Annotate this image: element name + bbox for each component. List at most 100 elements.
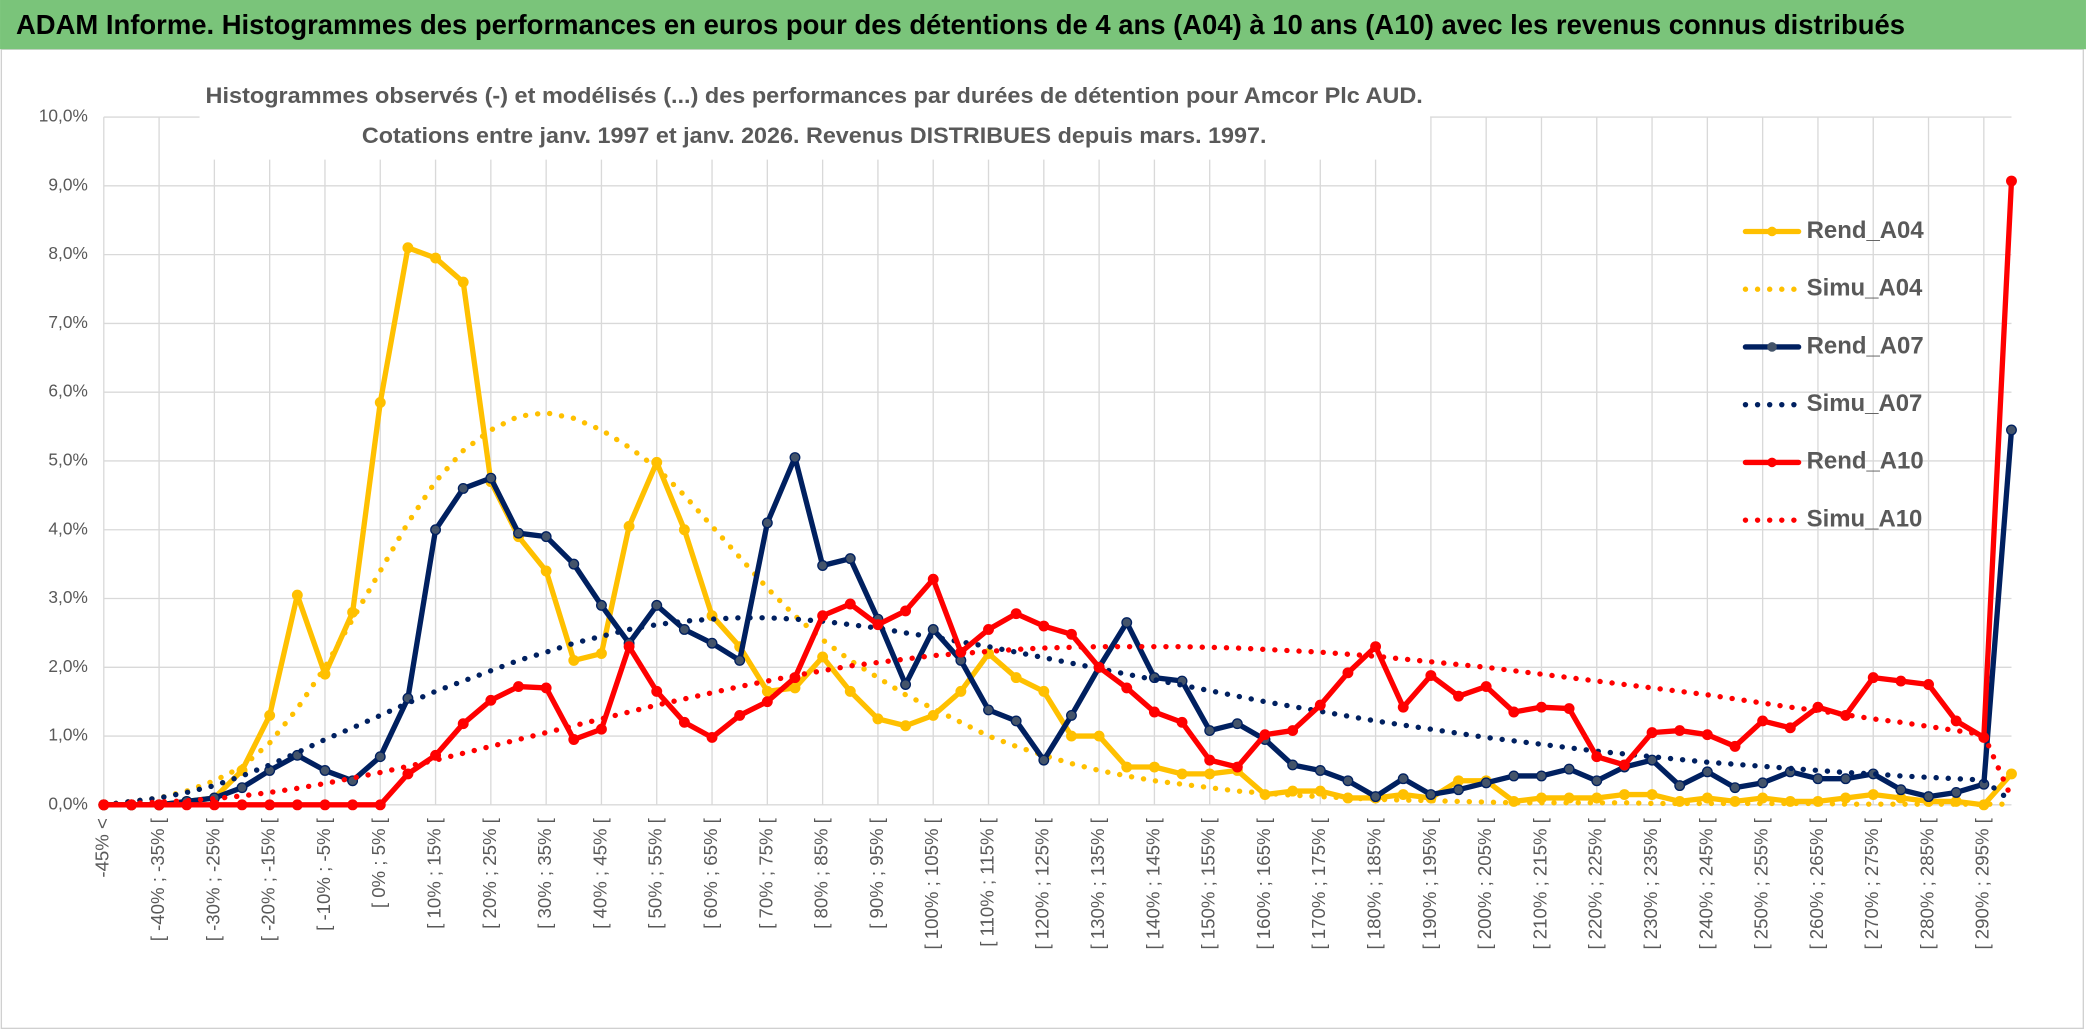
data-point bbox=[1701, 729, 1713, 741]
data-point bbox=[844, 685, 856, 697]
y-tick-label: 9,0% bbox=[48, 174, 87, 194]
data-point bbox=[927, 624, 939, 635]
data-point bbox=[1674, 780, 1686, 792]
data-point bbox=[485, 694, 497, 706]
data-point bbox=[1591, 792, 1603, 804]
data-point bbox=[900, 720, 912, 732]
data-point bbox=[1010, 715, 1022, 727]
data-point bbox=[872, 713, 884, 725]
data-point bbox=[1784, 722, 1796, 734]
data-point bbox=[1840, 773, 1852, 785]
data-point bbox=[2006, 424, 2017, 436]
data-point bbox=[1563, 763, 1575, 775]
data-point bbox=[1563, 703, 1575, 715]
legend-label: Rend_A07 bbox=[1807, 332, 1924, 359]
data-point bbox=[1287, 725, 1299, 737]
series-line bbox=[101, 245, 2015, 808]
x-tick-label: [ 240% ; 245% [ bbox=[1695, 817, 1716, 949]
data-point bbox=[1536, 701, 1547, 713]
data-point bbox=[1840, 709, 1852, 721]
y-tick-label: 5,0% bbox=[48, 450, 87, 470]
x-tick-label: [ 0% ; 5% [ bbox=[368, 817, 389, 908]
y-tick-label: 2,0% bbox=[48, 656, 87, 676]
data-point bbox=[1314, 785, 1326, 797]
data-point bbox=[1231, 718, 1243, 730]
data-point bbox=[623, 520, 635, 532]
data-point bbox=[1812, 773, 1824, 785]
x-tick-label: [ 100% ; 105% [ bbox=[921, 817, 942, 949]
legend-marker bbox=[1767, 226, 1777, 237]
data-point bbox=[789, 682, 801, 694]
data-point bbox=[1508, 706, 1520, 718]
data-point bbox=[374, 751, 386, 763]
data-point bbox=[568, 654, 580, 666]
data-point bbox=[513, 527, 524, 539]
data-point bbox=[457, 276, 469, 288]
legend-marker bbox=[1767, 342, 1777, 352]
data-point bbox=[1204, 725, 1216, 737]
x-tick-label: [ 180% ; 185% [ bbox=[1364, 817, 1385, 949]
x-tick-label: [ 70% ; 75% [ bbox=[755, 817, 776, 929]
data-point bbox=[1729, 740, 1741, 752]
data-point bbox=[1674, 725, 1686, 737]
data-point bbox=[1038, 754, 1050, 766]
data-point bbox=[568, 558, 580, 570]
x-tick-label: [ 130% ; 135% [ bbox=[1087, 817, 1108, 949]
y-tick-label: 7,0% bbox=[48, 312, 87, 332]
data-point bbox=[1867, 789, 1879, 800]
data-point bbox=[1895, 784, 1907, 796]
legend-label: Rend_A04 bbox=[1807, 217, 1925, 244]
data-point bbox=[817, 651, 829, 663]
data-point bbox=[872, 619, 884, 631]
y-tick-label: 3,0% bbox=[48, 587, 87, 607]
data-point bbox=[1480, 777, 1492, 789]
y-tick-label: 1,0% bbox=[48, 725, 87, 745]
data-point bbox=[1784, 795, 1796, 807]
data-point bbox=[1176, 716, 1188, 728]
y-tick-label: 0,0% bbox=[48, 793, 87, 813]
series-line bbox=[101, 427, 2015, 808]
data-point bbox=[1066, 709, 1077, 721]
data-point bbox=[1646, 727, 1658, 739]
y-tick-label: 4,0% bbox=[48, 518, 87, 538]
data-point bbox=[1923, 791, 1934, 803]
data-point bbox=[1397, 773, 1409, 785]
data-point bbox=[1591, 751, 1603, 763]
data-point bbox=[1121, 682, 1133, 694]
data-point bbox=[540, 565, 552, 577]
data-point bbox=[1148, 706, 1160, 718]
data-point bbox=[1923, 679, 1934, 690]
data-point bbox=[153, 799, 165, 811]
data-point bbox=[347, 799, 359, 811]
data-point bbox=[651, 599, 663, 611]
data-point bbox=[1314, 699, 1326, 711]
data-point bbox=[513, 681, 524, 693]
data-point bbox=[1038, 620, 1050, 632]
data-point bbox=[1176, 768, 1188, 780]
data-point bbox=[1618, 759, 1630, 771]
data-point bbox=[900, 679, 912, 690]
data-point bbox=[236, 782, 248, 794]
data-point bbox=[1287, 759, 1299, 771]
data-point bbox=[291, 799, 303, 811]
x-tick-label: [ 200% ; 205% [ bbox=[1474, 817, 1495, 949]
data-point bbox=[1757, 715, 1769, 727]
data-point bbox=[1646, 789, 1658, 800]
data-point bbox=[1840, 792, 1852, 804]
data-point bbox=[706, 731, 718, 743]
legend-label: Simu_A10 bbox=[1807, 505, 1923, 532]
data-point bbox=[1397, 789, 1409, 800]
data-point bbox=[540, 531, 552, 543]
data-point bbox=[1480, 681, 1492, 693]
x-tick-label: [ -40% ; -35% [ bbox=[147, 817, 168, 941]
x-tick-label: -45% < bbox=[92, 818, 113, 877]
data-point bbox=[734, 709, 746, 721]
x-tick-label: [ -30% ; -25% [ bbox=[202, 817, 223, 941]
data-point bbox=[1425, 670, 1437, 681]
y-tick-label: 6,0% bbox=[48, 381, 87, 401]
data-point bbox=[1314, 765, 1326, 776]
data-point bbox=[1453, 775, 1464, 787]
data-point bbox=[264, 709, 276, 721]
data-point bbox=[1729, 782, 1741, 794]
